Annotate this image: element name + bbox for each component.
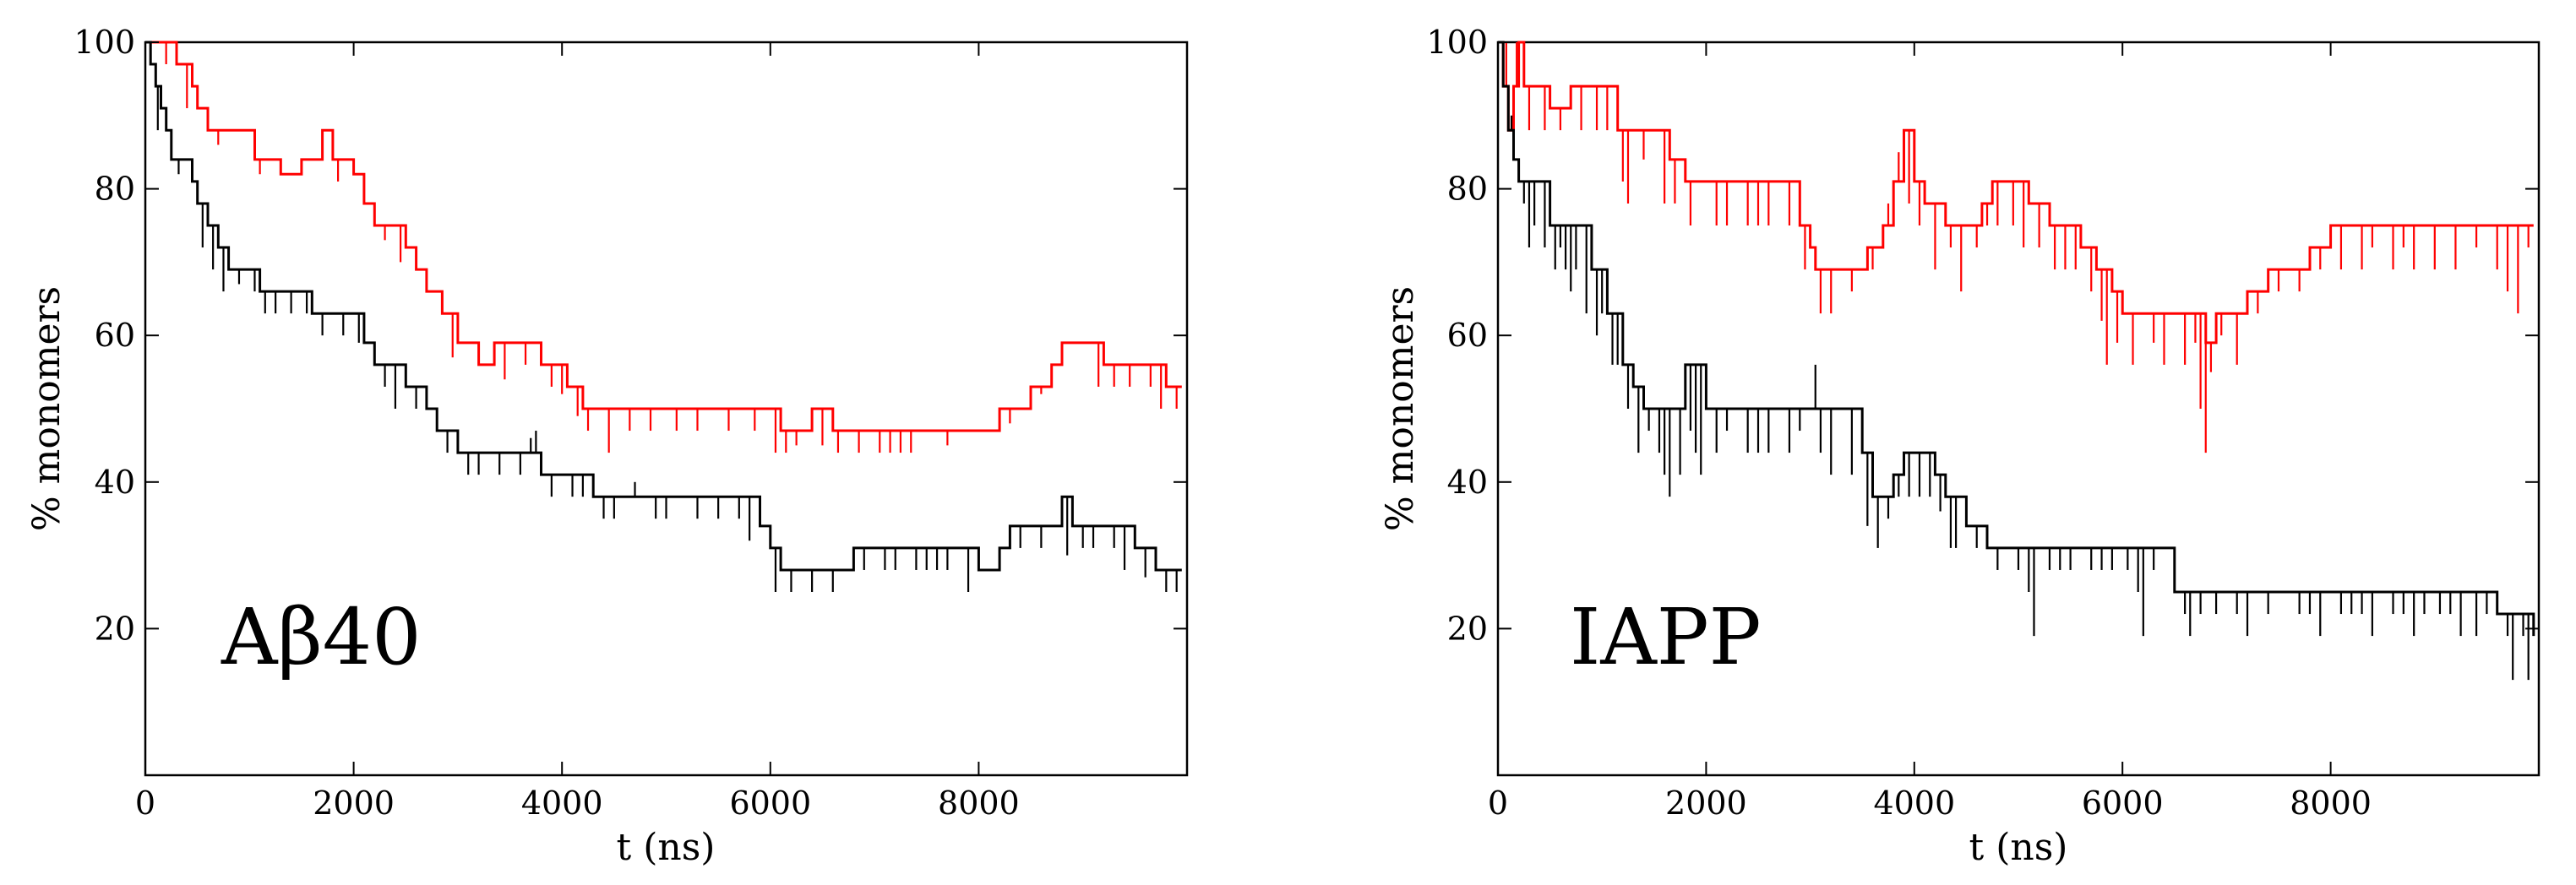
x-tick-label: 4000 [1873, 785, 1955, 822]
x-tick-label: 2000 [1665, 785, 1747, 822]
x-axis-label: t (ns) [1969, 826, 2068, 869]
series-line-red [1498, 41, 2534, 345]
x-tick-label: 4000 [521, 785, 603, 822]
panel-label: Aβ40 [221, 592, 422, 682]
y-tick-label: 40 [95, 464, 135, 501]
x-axis-label: t (ns) [617, 826, 716, 869]
y-tick-label: 40 [1447, 464, 1488, 501]
ticks-layer: 0 2000 4000 6000 8000 20 40 60 80 100 [74, 24, 1187, 822]
series-layer [145, 41, 1182, 592]
ticks-layer: 0 2000 4000 6000 8000 20 40 60 80 100 [1426, 24, 2539, 822]
x-tick-label: 6000 [729, 785, 811, 822]
plot-frame [144, 41, 1189, 777]
y-tick-label: 60 [95, 317, 135, 354]
x-tick-label: 6000 [2082, 785, 2164, 822]
x-tick-label: 2000 [313, 785, 395, 822]
y-tick-label: 80 [95, 171, 135, 208]
y-tick-label: 20 [95, 610, 135, 647]
y-tick-label: 80 [1447, 171, 1488, 208]
y-axis-label: % monomers [25, 286, 68, 531]
y-tick-label: 20 [1447, 610, 1488, 647]
panel-label: IAPP [1570, 592, 1762, 682]
series-line-red [145, 41, 1182, 432]
y-tick-label: 100 [1426, 24, 1488, 61]
series-layer [1498, 41, 2535, 681]
panel-abeta40: 0 2000 4000 6000 8000 20 40 60 80 100 t (ns) % mo… [25, 24, 1189, 869]
x-tick-label: 0 [135, 785, 155, 822]
y-tick-label: 100 [74, 24, 135, 61]
x-tick-label: 8000 [2290, 785, 2372, 822]
series-line-black [145, 41, 1182, 572]
panel-iapp: 0 2000 4000 6000 8000 20 40 60 80 100 t (ns) % mo… [1379, 24, 2541, 869]
plot-frame [1496, 41, 2541, 777]
y-tick-label: 60 [1447, 317, 1488, 354]
y-axis-label: % monomers [1379, 286, 1422, 531]
x-tick-label: 0 [1488, 785, 1508, 822]
x-tick-label: 8000 [938, 785, 1020, 822]
